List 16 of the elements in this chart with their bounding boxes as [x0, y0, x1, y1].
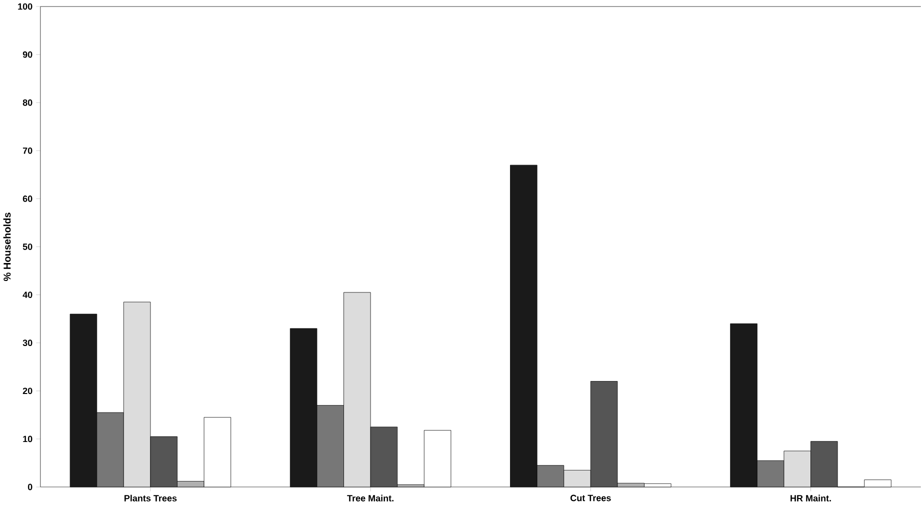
x-tick-label: Tree Maint.	[347, 494, 394, 502]
y-tick-label: 100	[18, 3, 32, 10]
y-tick-label: 60	[22, 196, 32, 202]
x-tick-label: Plants Trees	[124, 494, 177, 502]
x-tick-label: Cut Trees	[570, 494, 611, 502]
y-axis-title: % Households	[3, 212, 11, 282]
y-tick-label: 30	[22, 340, 32, 346]
y-tick-label: 80	[22, 100, 32, 106]
x-tick-label: HR Maint.	[790, 494, 831, 502]
y-tick-label: 40	[22, 292, 32, 298]
y-tick-label: 10	[23, 436, 32, 442]
y-tick-label: 0	[28, 484, 32, 490]
y-tick-label: 90	[22, 51, 32, 58]
y-tick-label: 70	[22, 148, 32, 154]
y-tick-label: 50	[22, 244, 32, 250]
y-tick-label: 20	[22, 388, 32, 394]
